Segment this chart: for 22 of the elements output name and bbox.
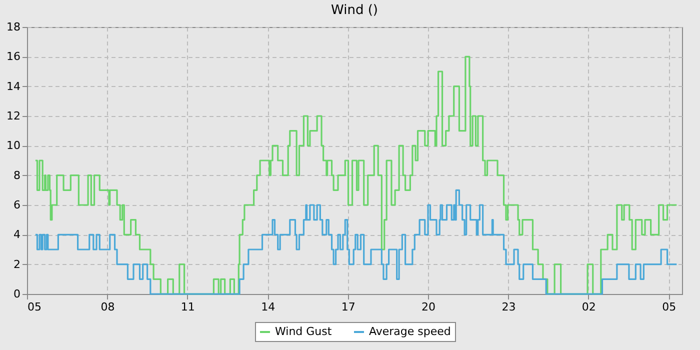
y-tick-label: 6 (14, 198, 20, 212)
chart-title: Wind () (331, 3, 378, 18)
x-tick-label: 14 (261, 300, 276, 314)
x-tick-label: 05 (28, 300, 42, 314)
y-tick-label: 4 (14, 228, 20, 242)
y-tick-label: 8 (14, 168, 20, 182)
x-tick-label: 17 (341, 300, 356, 314)
legend-label: Wind Gust (275, 325, 332, 338)
y-tick-label: 16 (6, 50, 20, 64)
y-tick-label: 18 (6, 20, 20, 34)
x-tick-label: 20 (422, 300, 436, 314)
y-tick-label: 10 (6, 139, 20, 152)
x-tick-label: 23 (502, 300, 516, 314)
y-tick-label: 12 (6, 110, 20, 122)
x-tick-label: 02 (582, 300, 596, 314)
y-tick-label: 0 (14, 288, 20, 300)
legend-label: Average speed (369, 325, 451, 338)
y-tick-label: 2 (14, 258, 20, 271)
x-tick-label: 11 (180, 300, 195, 314)
x-tick-label: 08 (100, 300, 115, 314)
x-tick-label: 05 (662, 300, 676, 314)
y-tick-label: 14 (6, 80, 20, 93)
